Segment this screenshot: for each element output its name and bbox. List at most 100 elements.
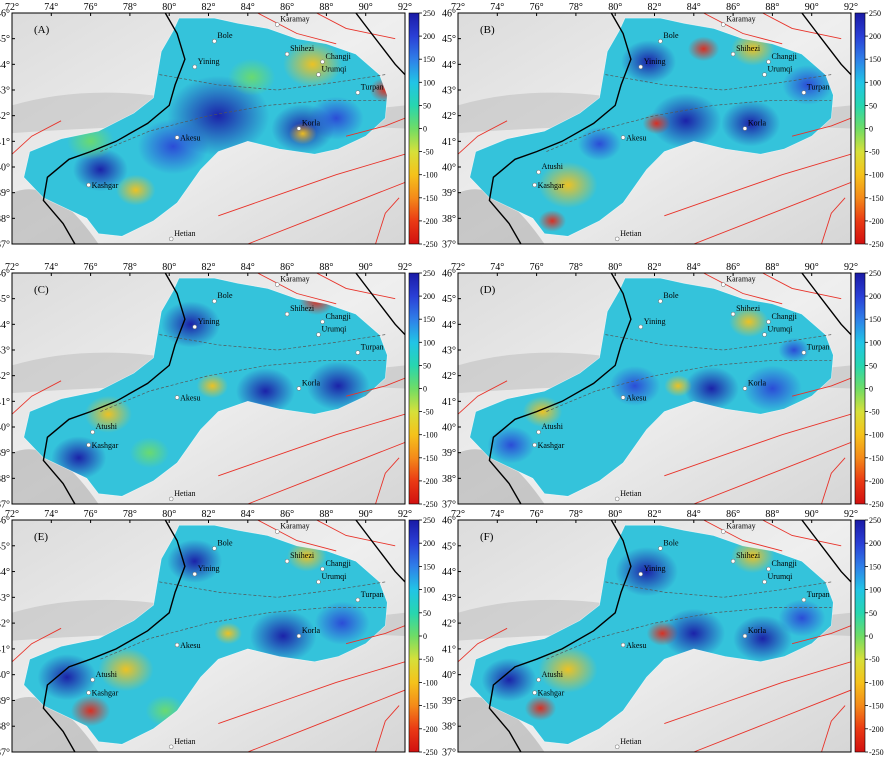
colorbar-tick-label: -100 <box>423 678 438 687</box>
city-marker <box>355 597 361 603</box>
velocity-anomaly <box>214 622 242 645</box>
velocity-anomaly <box>684 366 739 411</box>
city-label: Karamay <box>726 522 755 531</box>
velocity-anomaly <box>524 695 557 721</box>
city-label: Turpan <box>807 343 830 352</box>
lon-tick-label: 88° <box>765 262 779 273</box>
fault-line <box>247 441 405 504</box>
lon-tick-label: 74° <box>44 262 58 273</box>
colorbar-tick-label: -200 <box>869 725 884 734</box>
lon-tick-label: 78° <box>569 262 583 273</box>
velocity-anomaly <box>129 437 170 469</box>
city-marker <box>86 442 91 448</box>
lat-tick-label: 42° <box>442 371 456 382</box>
map-panel-e: Karamay Bole Shihezi Changji Yining Urumqi Tur… <box>0 509 438 759</box>
map-area: Karamay Bole Shihezi Changji Yining Urumqi Tur… <box>12 273 405 504</box>
region-outline <box>469 524 834 745</box>
lat-tick-label: 38° <box>442 214 456 225</box>
lat-tick-label: 39° <box>442 448 456 459</box>
velocity-anomaly <box>137 118 209 175</box>
lat-tick-label: 38° <box>0 722 10 733</box>
city-marker <box>801 90 807 95</box>
city-label: Karamay <box>280 15 309 24</box>
colorbar-tick-label: 50 <box>423 609 431 618</box>
city-label: Korla <box>302 119 321 128</box>
city-marker <box>730 51 736 57</box>
city-marker <box>284 311 290 317</box>
velocity-base <box>23 525 388 745</box>
lon-tick-label: 86° <box>726 2 740 13</box>
city-label: Turpan <box>361 343 384 352</box>
colorbar-tick-label: 200 <box>869 32 881 41</box>
lon-tick-label: 80° <box>162 262 176 273</box>
lon-tick-label: 72° <box>451 262 465 273</box>
mountain-shading <box>12 189 99 244</box>
city-label: Shihezi <box>736 304 761 313</box>
fault-line <box>247 689 405 752</box>
colorbar-tick-label: -150 <box>869 454 884 463</box>
city-label: Bole <box>663 291 679 300</box>
fault-line <box>703 520 783 552</box>
velocity-field <box>469 525 834 745</box>
fault-line <box>375 457 400 504</box>
city-marker <box>638 571 643 577</box>
velocity-anomaly <box>522 396 563 427</box>
city-marker <box>316 332 321 337</box>
colorbar-tick-label: -50 <box>423 148 434 157</box>
city-label: Hetian <box>174 737 195 746</box>
city-label: Turpan <box>361 83 384 92</box>
national-border <box>42 13 186 244</box>
city-marker <box>730 311 736 317</box>
lat-tick-label: 40° <box>0 670 10 681</box>
lat-tick-label: 45° <box>0 294 10 305</box>
lon-tick-label: 78° <box>123 509 137 520</box>
colorbar <box>854 272 866 505</box>
lon-tick-label: 90° <box>805 262 819 273</box>
colorbar-tick-label: -100 <box>869 431 884 440</box>
lat-tick-label: 37° <box>0 500 10 511</box>
city-label: Yining <box>198 317 220 326</box>
colorbar-tick-label: -250 <box>423 748 438 757</box>
colorbar-tick-label: 0 <box>869 125 873 134</box>
city-marker <box>296 633 302 639</box>
lon-tick-label: 86° <box>280 509 294 520</box>
city-label: Bole <box>217 538 233 547</box>
mountain-shading <box>458 189 545 244</box>
lat-tick-label: 44° <box>442 567 456 578</box>
lat-tick-label: 40° <box>442 670 456 681</box>
lat-tick-label: 45° <box>0 541 10 552</box>
velocity-anomaly <box>249 609 317 663</box>
velocity-anomaly <box>283 41 343 88</box>
colorbar-tick-label: 50 <box>423 361 431 370</box>
lon-tick-label: 90° <box>805 509 819 520</box>
city-marker <box>275 282 280 287</box>
colorbar-tick-label: 100 <box>423 78 435 87</box>
city-marker <box>275 529 280 534</box>
fault-line <box>703 273 783 305</box>
city-marker <box>614 236 620 242</box>
fault-line <box>762 13 842 40</box>
velocity-anomaly <box>646 621 679 646</box>
colorbar-tick-label: -150 <box>423 702 438 711</box>
velocity-anomaly <box>733 615 793 662</box>
lat-tick-label: 41° <box>0 397 10 408</box>
colorbar-tick-label: -100 <box>423 171 438 180</box>
city-label: Bole <box>217 291 233 300</box>
colorbar-tick-label: -250 <box>869 240 884 249</box>
lon-tick-label: 92° <box>398 2 412 13</box>
lat-tick-label: 39° <box>0 188 10 199</box>
city-label: Hetian <box>174 489 195 498</box>
region-outline <box>23 277 388 497</box>
velocity-anomaly <box>577 126 622 161</box>
velocity-anomaly <box>487 426 535 464</box>
lat-tick-label: 37° <box>0 748 10 759</box>
lon-tick-label: 76° <box>530 509 544 520</box>
velocity-anomaly <box>642 112 671 135</box>
lon-tick-label: 88° <box>319 262 333 273</box>
city-label: Bole <box>663 31 679 40</box>
velocity-anomaly <box>778 337 810 363</box>
lon-tick-label: 80° <box>162 2 176 13</box>
region-outline <box>469 17 834 237</box>
lon-tick-label: 72° <box>451 2 465 13</box>
fault-line <box>345 117 405 137</box>
